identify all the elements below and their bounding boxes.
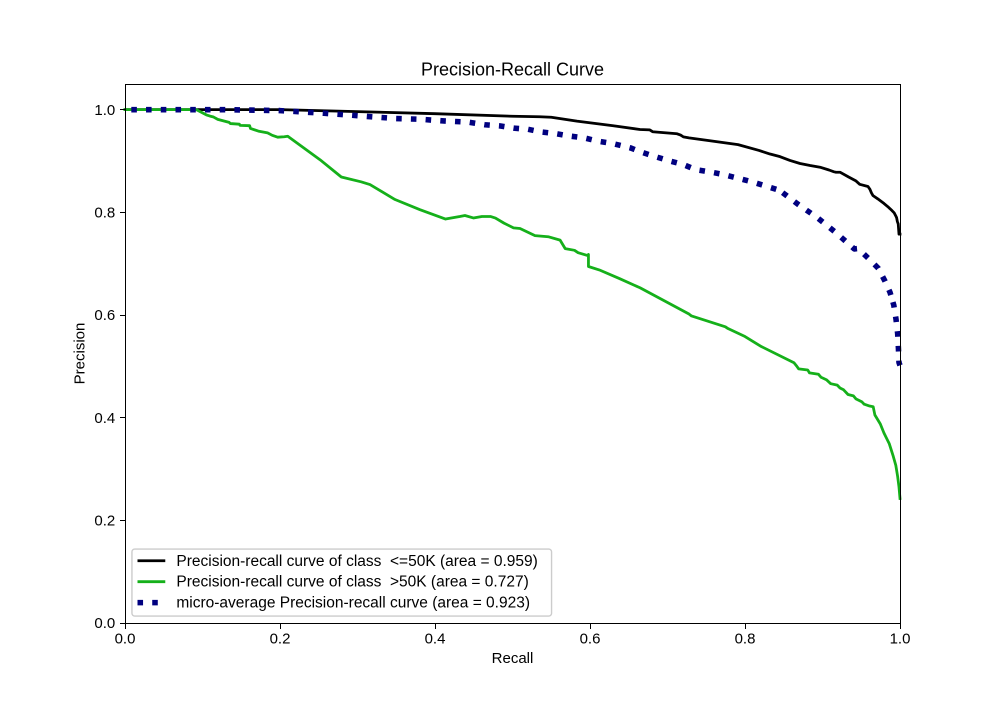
svg-text:0.6: 0.6	[580, 631, 601, 648]
svg-text:Precision-recall curve of clas: Precision-recall curve of class >50K (ar…	[176, 574, 528, 591]
svg-text:0.8: 0.8	[735, 631, 756, 648]
svg-text:1.0: 1.0	[94, 102, 115, 119]
svg-text:micro-average Precision-recall: micro-average Precision-recall curve (ar…	[176, 595, 530, 612]
svg-text:Recall: Recall	[492, 650, 534, 667]
svg-text:Precision: Precision	[71, 323, 88, 385]
svg-text:1.0: 1.0	[890, 631, 911, 648]
svg-text:Precision-recall curve of clas: Precision-recall curve of class <=50K (a…	[176, 553, 537, 570]
svg-text:Precision-Recall Curve: Precision-Recall Curve	[421, 60, 604, 80]
svg-text:0.0: 0.0	[115, 631, 136, 648]
svg-text:0.4: 0.4	[94, 410, 115, 427]
svg-text:0.0: 0.0	[94, 615, 115, 632]
svg-text:0.8: 0.8	[94, 204, 115, 221]
svg-text:0.2: 0.2	[94, 512, 115, 529]
svg-text:0.4: 0.4	[425, 631, 446, 648]
svg-text:0.2: 0.2	[270, 631, 291, 648]
svg-text:0.6: 0.6	[94, 307, 115, 324]
